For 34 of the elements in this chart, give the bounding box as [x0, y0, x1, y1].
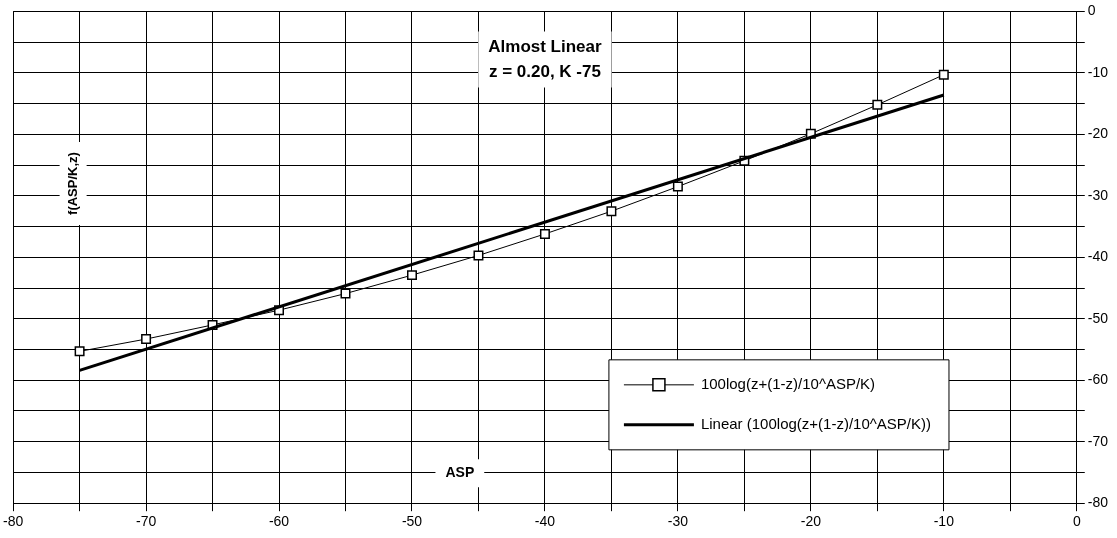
y-axis-title: f(ASP/K,z): [64, 152, 80, 215]
point: [473, 250, 484, 261]
y-tick-label: -10: [1087, 63, 1109, 80]
y-tick-label: -40: [1087, 248, 1109, 265]
point: [406, 270, 417, 281]
y-tick-label: -50: [1087, 309, 1109, 326]
x-tick-label: -30: [667, 513, 689, 530]
y-tick-label: 0: [1087, 2, 1096, 19]
point: [74, 346, 85, 357]
x-tick-label: -80: [3, 513, 24, 530]
x-tick-label: -50: [401, 513, 423, 530]
point: [539, 228, 550, 239]
x-tick-label: -40: [534, 513, 556, 530]
legend-label: 100log(z+(1-z)/10^ASP/K): [700, 374, 876, 392]
x-axis-title: ASP: [445, 464, 475, 481]
text: z = 0.20, K -75: [488, 61, 601, 81]
x-tick-label: -20: [800, 513, 822, 530]
y-tick-label: -60: [1087, 371, 1109, 388]
y-tick-label: -70: [1087, 432, 1109, 449]
x-tick-label: 0: [1072, 513, 1081, 530]
x-tick-label: -10: [933, 513, 955, 530]
x-tick-label: -70: [135, 513, 157, 530]
point: [938, 69, 949, 80]
point: [141, 334, 152, 345]
point: [606, 206, 617, 217]
text: Almost Linear: [488, 36, 602, 56]
y-tick-label: -30: [1087, 186, 1109, 203]
x-tick-label: -60: [268, 513, 290, 530]
legend-label: Linear (100log(z+(1-z)/10^ASP/K)): [700, 414, 931, 432]
point: [872, 99, 883, 110]
y-tick-label: -20: [1087, 125, 1109, 142]
point: [672, 181, 683, 192]
point: [340, 288, 351, 299]
y-tick-label: -80: [1087, 494, 1109, 511]
